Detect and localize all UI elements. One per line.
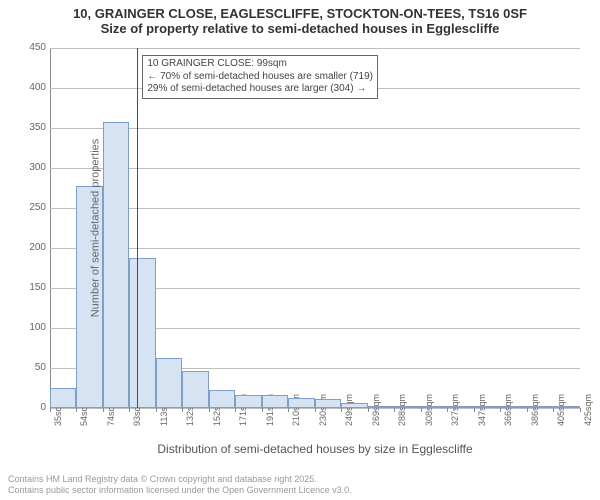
x-tick-mark — [368, 408, 369, 412]
bar — [262, 395, 288, 408]
y-tick-label: 150 — [18, 282, 46, 293]
bar — [553, 406, 580, 408]
credits: Contains HM Land Registry data © Crown c… — [8, 474, 352, 496]
plot-area: 05010015020025030035040045035sqm54sqm74s… — [50, 48, 580, 408]
bar — [288, 398, 315, 408]
annotation-box: 10 GRAINGER CLOSE: 99sqm← 70% of semi-de… — [142, 55, 378, 99]
title-line-2: Size of property relative to semi-detach… — [4, 21, 596, 36]
y-gridline — [50, 208, 580, 209]
x-tick-mark — [553, 408, 554, 412]
y-gridline — [50, 48, 580, 49]
credit-line-1: Contains HM Land Registry data © Crown c… — [8, 474, 352, 485]
bar — [421, 406, 447, 408]
annotation-line: 10 GRAINGER CLOSE: 99sqm — [147, 58, 373, 71]
x-tick-mark — [447, 408, 448, 412]
credit-line-2: Contains public sector information licen… — [8, 485, 352, 496]
titles: 10, GRAINGER CLOSE, EAGLESCLIFFE, STOCKT… — [0, 0, 600, 36]
x-tick-mark — [474, 408, 475, 412]
x-tick-mark — [156, 408, 157, 412]
y-axis-line — [50, 48, 51, 408]
bar — [500, 406, 527, 408]
y-tick-label: 250 — [18, 202, 46, 213]
annotation-line: 29% of semi-detached houses are larger (… — [147, 83, 373, 96]
bar — [474, 406, 500, 408]
y-tick-label: 50 — [18, 362, 46, 373]
title-line-1: 10, GRAINGER CLOSE, EAGLESCLIFFE, STOCKT… — [4, 6, 596, 21]
x-tick-mark — [580, 408, 581, 412]
y-axis-label: Number of semi-detached properties — [89, 139, 101, 318]
bar — [129, 258, 156, 408]
y-gridline — [50, 128, 580, 129]
bar — [341, 403, 368, 408]
x-tick-mark — [262, 408, 263, 412]
annotation-line: ← 70% of semi-detached houses are smalle… — [147, 71, 373, 84]
x-tick-mark — [129, 408, 130, 412]
chart-area: 05010015020025030035040045035sqm54sqm74s… — [50, 48, 580, 408]
x-tick-mark — [421, 408, 422, 412]
y-tick-label: 350 — [18, 122, 46, 133]
bar — [447, 406, 474, 408]
x-tick-mark — [103, 408, 104, 412]
bar — [235, 395, 262, 408]
bar — [315, 399, 341, 408]
x-tick-label: 425sqm — [583, 386, 593, 426]
x-tick-mark — [182, 408, 183, 412]
y-tick-label: 0 — [18, 402, 46, 413]
bar — [368, 406, 394, 408]
x-tick-mark — [76, 408, 77, 412]
y-tick-label: 450 — [18, 42, 46, 53]
y-tick-label: 400 — [18, 82, 46, 93]
bar — [182, 371, 209, 408]
chart-card: 10, GRAINGER CLOSE, EAGLESCLIFFE, STOCKT… — [0, 0, 600, 500]
bar — [50, 388, 76, 408]
x-tick-mark — [235, 408, 236, 412]
y-gridline — [50, 248, 580, 249]
x-tick-mark — [527, 408, 528, 412]
x-tick-mark — [288, 408, 289, 412]
x-tick-mark — [341, 408, 342, 412]
y-gridline — [50, 168, 580, 169]
x-tick-mark — [209, 408, 210, 412]
y-tick-label: 300 — [18, 162, 46, 173]
bar — [394, 406, 421, 408]
y-tick-label: 200 — [18, 242, 46, 253]
bar — [156, 358, 182, 408]
x-tick-mark — [50, 408, 51, 412]
bar — [527, 406, 553, 408]
reference-line — [137, 48, 138, 408]
x-tick-mark — [315, 408, 316, 412]
y-tick-label: 100 — [18, 322, 46, 333]
x-axis-label: Distribution of semi-detached houses by … — [50, 442, 580, 456]
x-tick-mark — [500, 408, 501, 412]
x-tick-mark — [394, 408, 395, 412]
bar — [103, 122, 129, 408]
bar — [209, 390, 235, 408]
